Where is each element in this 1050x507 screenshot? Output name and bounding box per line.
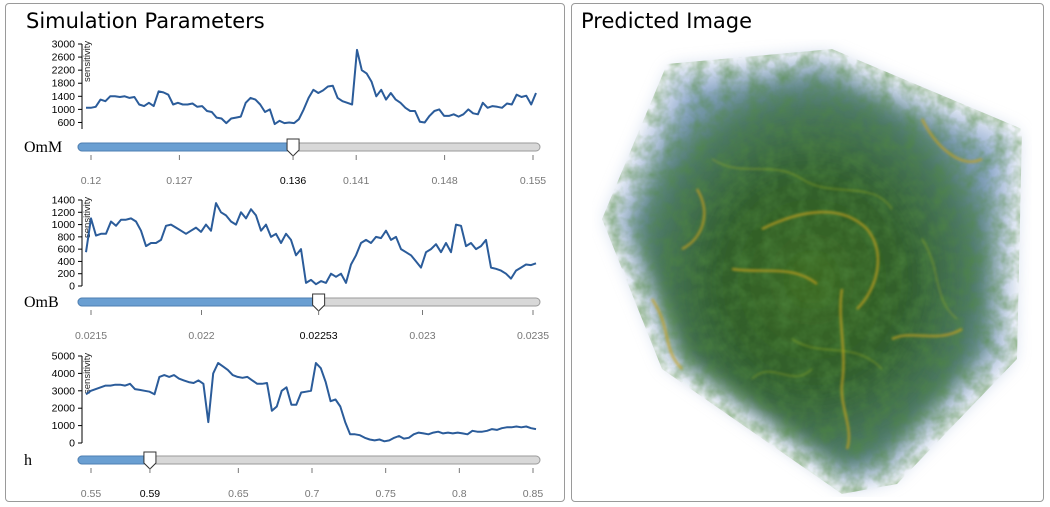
- slider-tick-label: 0.127: [166, 175, 192, 187]
- slider-fill: [77, 142, 294, 152]
- slider-tick-label: 0.65: [228, 488, 249, 500]
- y-tick-label: 2000: [52, 403, 76, 415]
- slider-tick-label: 0.023: [409, 330, 435, 342]
- current-value-label: 0.02253: [300, 330, 338, 342]
- y-axis-label: sensitivity: [82, 41, 93, 82]
- slider-handle[interactable]: [286, 138, 300, 157]
- y-tick-label: 0: [69, 438, 75, 450]
- simulation-parameters-panel: Simulation Parameters OmM OmB h 3000 2600…: [5, 3, 565, 502]
- y-tick-label: 800: [57, 231, 75, 243]
- panel-title: Simulation Parameters: [26, 9, 265, 33]
- slider-tick-label: 0.7: [305, 488, 320, 500]
- slider-handle[interactable]: [143, 451, 157, 470]
- y-tick-label: 0: [69, 281, 75, 293]
- slider-fill: [77, 297, 320, 307]
- param-label-omb: OmB: [24, 294, 59, 311]
- predicted-image-panel: Predicted Image: [571, 3, 1044, 502]
- slider-tick-label: 0.0215: [75, 330, 107, 342]
- slider-tick-label: 0.75: [375, 488, 396, 500]
- y-tick-label: 4000: [52, 368, 76, 380]
- y-tick-label: 1000: [52, 219, 76, 231]
- y-tick-label: 1800: [52, 78, 76, 90]
- slider-tick-label: 0.141: [343, 175, 369, 187]
- param-label-omm: OmM: [24, 139, 63, 156]
- param-block-h: 5000 4000 3000 2000 1000 0 sensitivity 0.55 0.59…: [52, 351, 544, 501]
- slider-tick-label: 0.8: [452, 488, 467, 500]
- current-value-label: 0.59: [140, 488, 161, 500]
- y-tick-label: 600: [57, 244, 75, 256]
- slider-tick-label: 0.155: [520, 175, 546, 187]
- y-tick-label: 1400: [52, 91, 76, 103]
- sensitivity-line-omb: [85, 202, 537, 286]
- y-axis-label: sensitivity: [82, 197, 93, 238]
- filament-structures: [651, 118, 983, 450]
- slider-tick-label: 0.55: [81, 488, 102, 500]
- sensitivity-line-h: [85, 362, 537, 443]
- slider-tick-label: 0.85: [523, 488, 544, 500]
- predicted-volume-image: [602, 49, 1022, 494]
- y-tick-label: 5000: [52, 351, 76, 363]
- slider-tick-label: 0.148: [431, 175, 457, 187]
- y-tick-label: 400: [57, 256, 75, 268]
- y-tick-label: 1000: [52, 104, 76, 116]
- y-tick-label: 600: [57, 117, 75, 129]
- y-tick-label: 1400: [52, 195, 76, 207]
- y-tick-label: 2600: [52, 52, 76, 64]
- y-tick-label: 2200: [52, 65, 76, 77]
- y-tick-label: 3000: [52, 39, 76, 51]
- y-tick-label: 3000: [52, 385, 76, 397]
- slider-tick-label: 0.0235: [517, 330, 549, 342]
- parameter-charts: 300026002200180014001000600sensitivity0.…: [52, 39, 550, 501]
- y-axis-label: sensitivity: [82, 353, 93, 394]
- sensitivity-line-omm: [86, 48, 537, 126]
- slider-fill: [77, 455, 151, 465]
- param-label-h: h: [24, 452, 32, 469]
- y-tick-label: 200: [57, 268, 75, 280]
- slider-tick-label: 0.12: [81, 175, 102, 187]
- slider-handle[interactable]: [312, 293, 326, 312]
- y-tick-label: 1200: [52, 207, 76, 219]
- panel-title: Predicted Image: [581, 9, 753, 33]
- slider-tick-label: 0.022: [188, 330, 214, 342]
- current-value-label: 0.136: [280, 175, 306, 187]
- y-tick-label: 1000: [52, 420, 76, 432]
